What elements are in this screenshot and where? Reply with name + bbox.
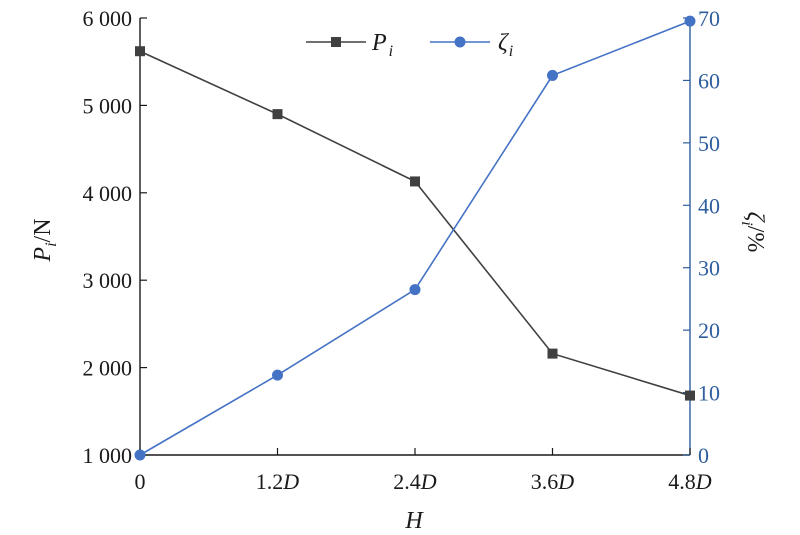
x-axis-title: H (404, 508, 424, 534)
data-point-circle (684, 15, 696, 27)
series-line (139, 50, 691, 397)
series-P (135, 46, 695, 401)
legend-P-main: P (371, 30, 387, 56)
y-right-tick-label: 60 (698, 68, 720, 93)
y-right-axis-title: ζi/% (738, 212, 768, 253)
data-point-circle (409, 284, 421, 296)
x-tick-label: 2.4D (393, 469, 437, 494)
y-left-tick-label: 5 000 (83, 93, 133, 118)
y-left-title-unit: /N (30, 218, 56, 242)
data-point-circle (134, 449, 146, 461)
legend-P-marker (331, 37, 341, 47)
y-right-tick-label: 0 (698, 443, 709, 468)
x-tick-label: 0 (135, 469, 146, 494)
right-axis-ticks: 0 10 20 30 40 50 60 70 (683, 6, 720, 468)
data-point-square (135, 46, 145, 57)
data-point-square (547, 348, 558, 359)
y-left-title-sub: i (43, 242, 60, 246)
data-point-square (272, 109, 283, 120)
y-left-tick-label: 1 000 (83, 443, 133, 468)
y-right-tick-label: 50 (698, 131, 720, 156)
x-tick-label: 3.6D (531, 469, 575, 494)
y-right-tick-label: 40 (698, 193, 720, 218)
y-right-tick-label: 70 (698, 6, 720, 31)
x-tick-label: 1.2D (256, 469, 300, 494)
y-left-axis-title: Pi/N (30, 218, 60, 262)
y-left-title-main: P (30, 247, 56, 263)
data-point-square (685, 390, 695, 401)
y-left-tick-label: 2 000 (83, 356, 133, 381)
data-point-square (410, 176, 420, 187)
legend-zeta-label: ζi (498, 30, 513, 60)
data-point-circle (272, 369, 283, 381)
series-layer (134, 15, 696, 461)
y-right-tick-label: 30 (698, 256, 720, 281)
series-line (139, 20, 691, 456)
legend-zeta-marker (454, 36, 466, 48)
legend-P-sub: i (389, 43, 393, 60)
y-right-title-main: ζ (742, 212, 768, 224)
y-right-title-sub: i (738, 221, 755, 225)
legend-zeta-main: ζ (498, 30, 510, 56)
y-left-tick-label: 6 000 (83, 6, 133, 31)
y-left-tick-label: 3 000 (83, 268, 133, 293)
legend-zeta-sub: i (509, 43, 513, 60)
left-axis-ticks: 1 000 2 000 3 000 4 000 5 000 6 000 (83, 6, 147, 468)
y-right-tick-label: 10 (698, 381, 720, 406)
series-zeta (134, 15, 696, 461)
y-right-title-unit: /% (742, 226, 768, 253)
y-right-tick-label: 20 (698, 318, 720, 343)
y-left-tick-label: 4 000 (83, 181, 133, 206)
axes (139, 18, 691, 456)
x-tick-label: 4.8D (668, 469, 712, 494)
x-axis-ticks: 0 1.2D 2.4D 3.6D 4.8D (135, 448, 712, 494)
data-point-circle (547, 69, 558, 81)
